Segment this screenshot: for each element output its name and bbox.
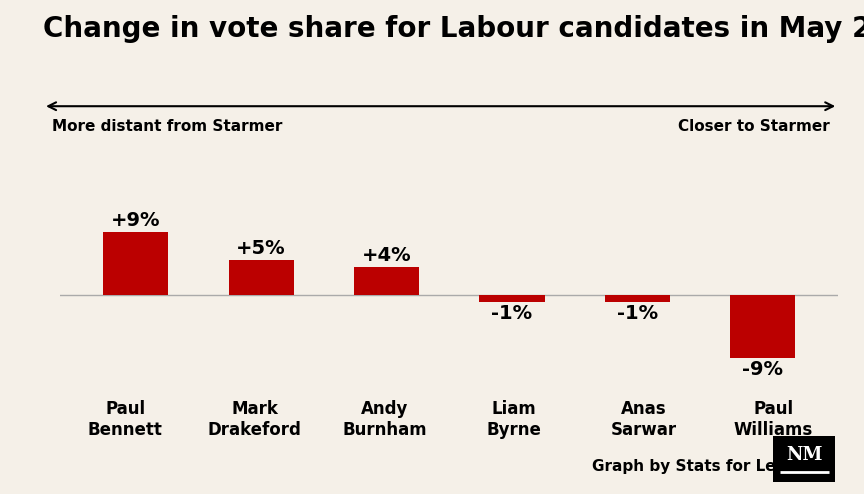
Text: Mark
Drakeford: Mark Drakeford [208, 400, 302, 439]
Text: Closer to Starmer: Closer to Starmer [677, 119, 829, 133]
Text: Anas
Sarwar: Anas Sarwar [611, 400, 677, 439]
Bar [730, 295, 796, 358]
Text: Change in vote share for Labour candidates in May 2021: Change in vote share for Labour candidat… [43, 15, 864, 43]
Text: +4%: +4% [362, 246, 411, 265]
Text: +5%: +5% [237, 239, 286, 258]
Bar [605, 295, 670, 302]
Text: -9%: -9% [742, 360, 784, 378]
Text: +9%: +9% [111, 211, 161, 230]
Bar [103, 232, 168, 295]
Text: Liam
Byrne: Liam Byrne [486, 400, 542, 439]
Text: Paul
Bennett: Paul Bennett [88, 400, 162, 439]
Text: NM: NM [786, 446, 823, 464]
Text: -1%: -1% [617, 304, 658, 323]
Bar [480, 295, 544, 302]
Text: More distant from Starmer: More distant from Starmer [52, 119, 283, 133]
FancyBboxPatch shape [773, 436, 835, 482]
Bar [229, 260, 294, 295]
Text: Paul
Williams: Paul Williams [734, 400, 813, 439]
Text: Andy
Burnham: Andy Burnham [342, 400, 427, 439]
Text: -1%: -1% [492, 304, 532, 323]
Bar [354, 267, 419, 295]
Text: Graph by Stats for Lefties: Graph by Stats for Lefties [592, 459, 814, 474]
